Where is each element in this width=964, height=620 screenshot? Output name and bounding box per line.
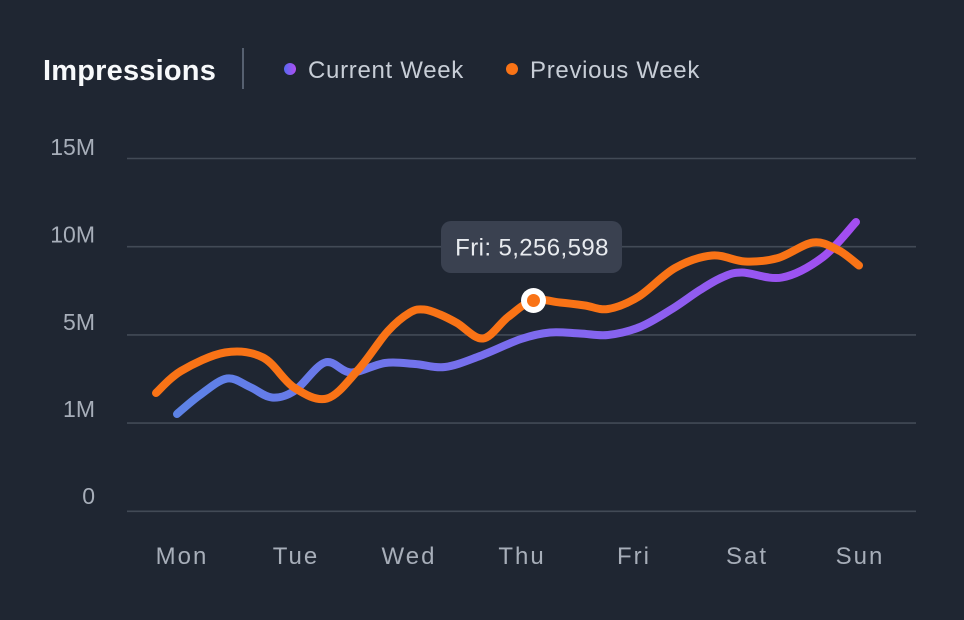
- svg-text:Mon: Mon: [156, 543, 209, 570]
- svg-text:1M: 1M: [63, 396, 95, 422]
- svg-text:10M: 10M: [50, 222, 95, 248]
- svg-text:5M: 5M: [63, 309, 95, 335]
- svg-text:Wed: Wed: [382, 543, 437, 570]
- svg-text:Sat: Sat: [726, 543, 768, 570]
- svg-text:15M: 15M: [50, 134, 95, 160]
- svg-text:Tue: Tue: [273, 543, 319, 570]
- svg-text:Fri: Fri: [617, 543, 651, 570]
- svg-text:Sun: Sun: [836, 543, 885, 570]
- svg-text:Thu: Thu: [498, 543, 545, 570]
- svg-text:Fri: 5,256,598: Fri: 5,256,598: [455, 235, 609, 262]
- svg-text:0: 0: [82, 483, 95, 509]
